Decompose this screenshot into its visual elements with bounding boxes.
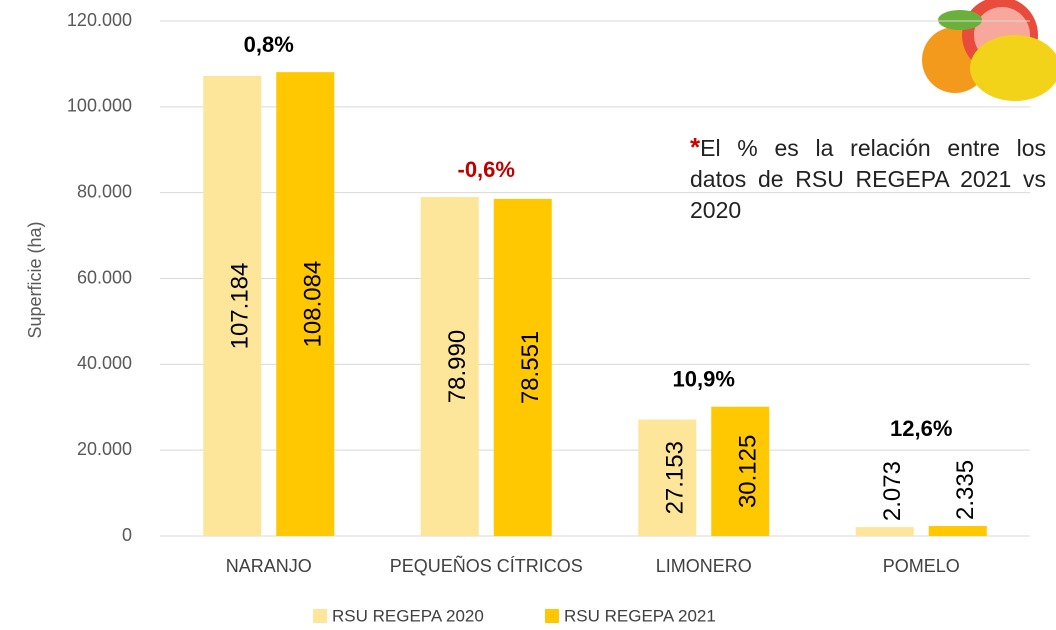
legend-label: RSU REGEPA 2021 xyxy=(564,606,716,625)
change-label: 0,8% xyxy=(244,32,294,57)
value-label: 2.073 xyxy=(879,461,906,521)
y-tick-label: 60.000 xyxy=(77,267,132,287)
change-label: -0,6% xyxy=(458,157,515,182)
note: *El % es la relación entre los datos de … xyxy=(690,132,1046,226)
x-tick-label: NARANJO xyxy=(226,556,312,576)
change-label: 10,9% xyxy=(673,367,735,392)
chart: Superficie (ha) 0 20.000 40.000 60.000 80.00… xyxy=(0,0,1056,630)
y-tick-label: 120.000 xyxy=(67,10,132,30)
value-label: 78.551 xyxy=(517,331,544,404)
legend-swatch xyxy=(545,609,559,623)
note-mark: * xyxy=(690,132,700,162)
value-label: 108.084 xyxy=(300,261,327,348)
bar xyxy=(929,526,987,536)
page: Superficie (ha) 0 20.000 40.000 60.000 80.00… xyxy=(0,0,1056,630)
y-axis-title: Superficie (ha) xyxy=(25,221,45,338)
value-label: 107.184 xyxy=(227,263,254,350)
change-label: 12,6% xyxy=(890,416,952,441)
value-label: 27.153 xyxy=(662,441,689,514)
bar xyxy=(856,527,914,536)
x-tick-label: PEQUEÑOS CÍTRICOS xyxy=(390,555,583,576)
fruit-illustration xyxy=(922,0,1056,101)
y-tick-label: 80.000 xyxy=(77,181,132,201)
y-tick-label: 100.000 xyxy=(67,96,132,116)
legend-label: RSU REGEPA 2020 xyxy=(332,606,484,625)
y-tick-label: 20.000 xyxy=(77,439,132,459)
legend-swatch xyxy=(313,609,327,623)
value-label: 30.125 xyxy=(735,435,762,508)
x-tick-label: LIMONERO xyxy=(656,556,752,576)
note-text: El % es la relación entre los datos de R… xyxy=(690,135,1046,223)
x-tick-label: POMELO xyxy=(883,556,960,576)
y-tick-label: 40.000 xyxy=(77,353,132,373)
value-label: 78.990 xyxy=(444,330,471,403)
value-label: 2.335 xyxy=(952,460,979,520)
y-tick-label: 0 xyxy=(122,525,132,545)
